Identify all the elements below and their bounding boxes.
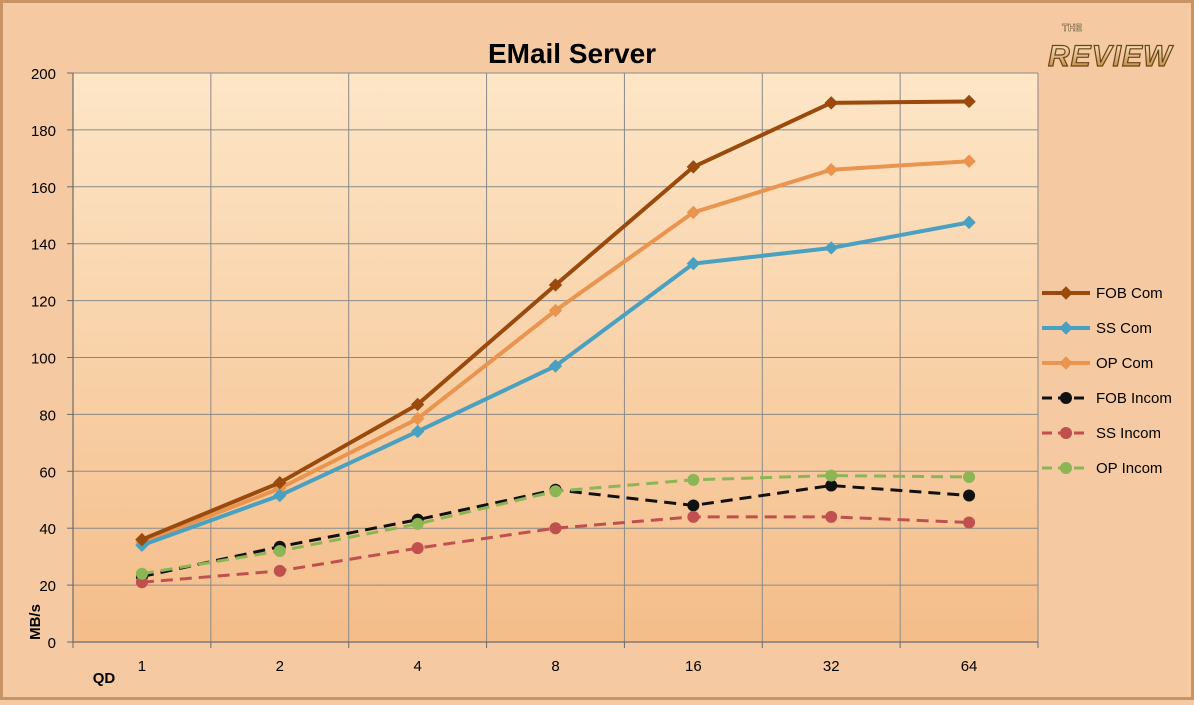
series-fob-com	[135, 94, 976, 547]
grid-lines	[72, 72, 1039, 643]
data-point	[411, 517, 424, 530]
legend-label: SS Incom	[1096, 425, 1161, 442]
data-point	[549, 485, 562, 498]
legend-item: SS Incom	[1042, 425, 1161, 442]
series-ss-incom	[135, 510, 976, 589]
data-point	[962, 94, 976, 109]
series-ss-com	[135, 215, 976, 552]
data-point	[824, 96, 838, 110]
data-point	[548, 303, 563, 318]
x-tick-label: 8	[551, 658, 559, 675]
legend: FOB Com SS Com OP Com FOB Incom SS Incom OP I…	[1042, 285, 1172, 477]
data-point	[273, 488, 287, 503]
y-tick-label: 20	[39, 578, 56, 595]
data-point	[411, 542, 424, 555]
series-layer	[135, 94, 976, 589]
data-point	[410, 424, 425, 439]
data-point	[135, 567, 148, 580]
x-tick-label: 4	[413, 658, 421, 675]
data-point	[962, 215, 976, 230]
x-tick-label: 32	[823, 658, 840, 675]
data-point	[962, 154, 976, 168]
data-point	[963, 489, 976, 502]
legend-item: SS Com	[1042, 320, 1152, 337]
y-axis-label: MB/s	[27, 604, 44, 640]
legend-swatch-marker	[1060, 392, 1072, 404]
data-point	[825, 479, 838, 492]
legend-label: FOB Incom	[1096, 390, 1172, 407]
axes: 0 20 40 60 80 100 120 140 160 180 200 1 2 4 8 16 32 64	[31, 66, 1039, 675]
chart-title: EMail Server	[488, 38, 656, 69]
legend-label: OP Com	[1096, 355, 1153, 372]
data-point	[548, 278, 563, 292]
series-op-incom	[135, 469, 976, 580]
y-tick-label: 80	[39, 407, 56, 424]
data-point	[963, 516, 976, 529]
y-tick-label: 100	[31, 351, 56, 368]
data-point	[549, 522, 562, 535]
x-tick-label: 64	[961, 658, 978, 675]
legend-label: OP Incom	[1096, 460, 1162, 477]
y-tick-label: 180	[31, 123, 56, 140]
data-point	[824, 241, 838, 255]
x-tick-label: 16	[685, 658, 702, 675]
y-tick-label: 120	[31, 294, 56, 311]
legend-label: FOB Com	[1096, 285, 1163, 302]
data-point	[686, 256, 701, 271]
y-tick-label: 0	[48, 635, 56, 652]
data-point	[548, 359, 563, 373]
data-point	[135, 576, 148, 589]
legend-label: SS Com	[1096, 320, 1152, 337]
x-tick-label: 2	[276, 658, 284, 675]
legend-swatch-marker	[1060, 427, 1072, 439]
y-tick-label: 200	[31, 66, 56, 83]
data-point	[410, 411, 425, 426]
legend-swatch-marker	[1060, 462, 1072, 474]
data-point	[963, 470, 976, 483]
data-point	[273, 475, 287, 490]
x-axis-label: QD	[93, 670, 116, 687]
legend-item: FOB Incom	[1042, 390, 1172, 407]
data-point	[686, 205, 701, 220]
data-point	[687, 499, 700, 512]
data-point	[825, 469, 838, 482]
legend-swatch-marker	[1059, 321, 1073, 335]
data-point	[824, 163, 838, 177]
y-tick-label: 40	[39, 521, 56, 538]
legend-item: OP Incom	[1042, 460, 1162, 477]
data-point	[687, 473, 700, 486]
data-point	[273, 564, 286, 577]
legend-swatch-marker	[1059, 286, 1073, 300]
data-point	[687, 510, 700, 523]
legend-swatch-marker	[1059, 356, 1073, 370]
data-point	[410, 397, 425, 412]
legend-item: OP Com	[1042, 355, 1153, 372]
y-tick-label: 140	[31, 237, 56, 254]
x-tick-label: 1	[138, 658, 146, 675]
data-point	[273, 544, 286, 557]
legend-item: FOB Com	[1042, 285, 1163, 302]
y-tick-label: 60	[39, 464, 56, 481]
data-point	[825, 510, 838, 523]
y-tick-label: 160	[31, 180, 56, 197]
data-point	[135, 532, 149, 547]
data-point	[686, 160, 701, 174]
